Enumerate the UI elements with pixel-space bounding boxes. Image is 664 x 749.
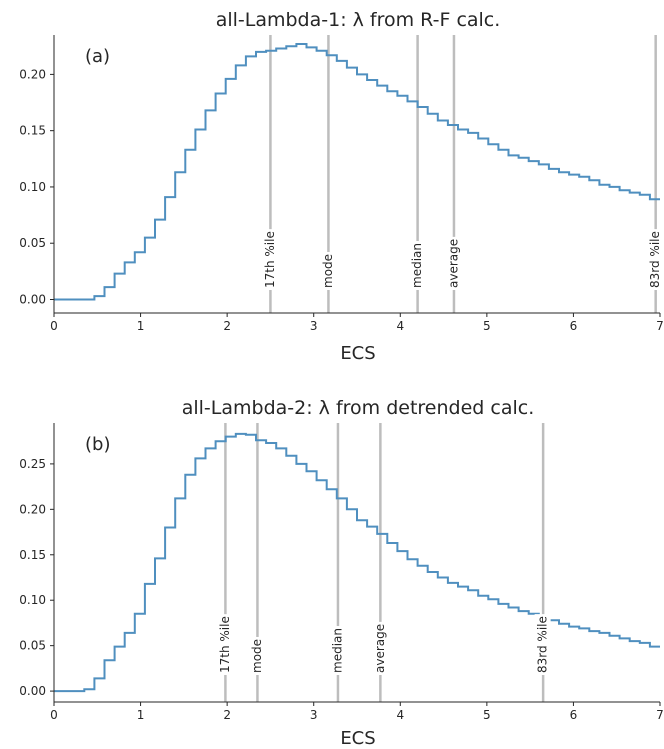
y-tick-label: 0.10	[19, 593, 46, 607]
marker-label: 83rd %ile	[536, 616, 550, 673]
marker-label-background	[534, 614, 551, 675]
x-tick-label: 7	[656, 319, 664, 333]
y-tick-label: 0.05	[19, 639, 46, 653]
y-tick-label: 0.15	[19, 124, 46, 138]
x-tick-label: 5	[483, 319, 491, 333]
marker-label: mode	[321, 254, 335, 288]
marker-label: median	[330, 628, 344, 673]
marker-label-background	[319, 251, 336, 290]
distribution-series-line	[54, 432, 660, 693]
y-tick-label: 0.15	[19, 548, 46, 562]
x-tick-label: 1	[137, 319, 145, 333]
marker-label: 83rd %ile	[648, 231, 662, 288]
x-tick-label: 3	[310, 708, 318, 722]
panel-label: (a)	[85, 46, 110, 67]
y-tick-label: 0.05	[19, 236, 46, 250]
x-tick-label: 2	[223, 708, 231, 722]
x-tick-label: 5	[483, 708, 491, 722]
panel-label: (b)	[85, 434, 110, 455]
chart-title: all-Lambda-1: λ from R-F calc.	[216, 9, 501, 31]
marker-label-background	[261, 229, 278, 290]
x-tick-label: 0	[50, 708, 58, 722]
marker-label: 17th %ile	[218, 616, 232, 673]
distribution-series-line	[54, 43, 660, 301]
chart-panel-a: all-Lambda-1: λ from R-F calc. (a) ECS 1…	[19, 9, 664, 364]
x-tick-label: 6	[570, 319, 578, 333]
x-tick-label: 4	[396, 319, 404, 333]
x-tick-label: 0	[50, 319, 58, 333]
chart-title: all-Lambda-2: λ from detrended calc.	[182, 397, 535, 419]
marker-label-background	[371, 621, 388, 675]
x-tick-label: 7	[656, 708, 664, 722]
x-tick-label: 3	[310, 319, 318, 333]
y-tick-label: 0.10	[19, 180, 46, 194]
marker-label: average	[373, 624, 387, 673]
marker-label: median	[410, 243, 424, 288]
marker-label-background	[248, 636, 265, 675]
chart-panel-b: all-Lambda-2: λ from detrended calc. (b)…	[19, 397, 664, 749]
x-tick-label: 1	[137, 708, 145, 722]
y-tick-label: 0.00	[19, 684, 46, 698]
y-tick-label: 0.20	[19, 67, 46, 81]
marker-label: mode	[250, 639, 264, 673]
marker-label: 17th %ile	[263, 231, 277, 288]
marker-label-background	[647, 229, 664, 290]
marker-label-background	[329, 626, 346, 675]
marker-label-background	[445, 236, 462, 290]
x-tick-label: 4	[396, 708, 404, 722]
y-tick-label: 0.25	[19, 457, 46, 471]
x-axis-label: ECS	[340, 728, 375, 749]
y-tick-label: 0.00	[19, 292, 46, 306]
marker-label-background	[216, 614, 233, 675]
y-tick-label: 0.20	[19, 502, 46, 516]
x-tick-label: 6	[570, 708, 578, 722]
x-axis-label: ECS	[340, 343, 375, 364]
x-tick-label: 2	[223, 319, 231, 333]
marker-label-background	[409, 241, 426, 290]
marker-label: average	[446, 239, 460, 288]
